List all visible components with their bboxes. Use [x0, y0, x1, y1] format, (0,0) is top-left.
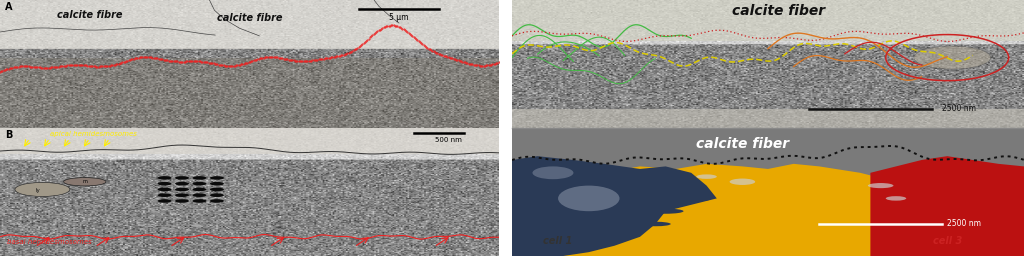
Circle shape — [158, 182, 172, 185]
Text: calcite fiber: calcite fiber — [696, 137, 788, 151]
Ellipse shape — [868, 183, 893, 188]
Circle shape — [158, 194, 172, 197]
Text: 2500 nm: 2500 nm — [947, 219, 981, 229]
Text: 500 nm: 500 nm — [435, 137, 462, 143]
Text: 5 μm: 5 μm — [389, 13, 409, 23]
Text: apical hemidesmosomes: apical hemidesmosomes — [50, 131, 137, 137]
Ellipse shape — [63, 178, 105, 186]
Circle shape — [175, 176, 189, 180]
Circle shape — [158, 199, 172, 203]
Ellipse shape — [696, 174, 717, 179]
Ellipse shape — [558, 186, 620, 211]
Ellipse shape — [913, 46, 990, 69]
Circle shape — [210, 188, 224, 191]
Text: 2500 nm: 2500 nm — [942, 104, 976, 113]
Ellipse shape — [886, 196, 906, 201]
Circle shape — [210, 176, 224, 180]
Circle shape — [175, 199, 189, 203]
Circle shape — [210, 182, 224, 185]
Text: basal hemidesmosomes: basal hemidesmosomes — [7, 239, 92, 245]
Ellipse shape — [729, 179, 755, 185]
Text: cell 1: cell 1 — [544, 236, 572, 246]
Circle shape — [175, 194, 189, 197]
Text: m: m — [82, 179, 87, 184]
Circle shape — [210, 194, 224, 197]
FancyBboxPatch shape — [0, 0, 499, 49]
Circle shape — [175, 182, 189, 185]
Text: calcite fibre: calcite fibre — [217, 13, 282, 23]
Text: B: B — [5, 130, 12, 140]
Circle shape — [175, 188, 189, 191]
FancyBboxPatch shape — [0, 58, 499, 128]
FancyBboxPatch shape — [512, 0, 1024, 41]
Polygon shape — [870, 156, 1024, 256]
Circle shape — [193, 182, 207, 185]
Text: calcite fiber: calcite fiber — [732, 4, 824, 18]
Text: ly: ly — [35, 188, 40, 193]
Text: A: A — [5, 2, 12, 12]
Ellipse shape — [532, 166, 573, 179]
Ellipse shape — [648, 209, 684, 214]
FancyBboxPatch shape — [512, 109, 1024, 128]
Circle shape — [193, 188, 207, 191]
FancyBboxPatch shape — [512, 128, 1024, 256]
FancyBboxPatch shape — [0, 128, 499, 154]
Ellipse shape — [650, 182, 701, 189]
Circle shape — [158, 188, 172, 191]
Circle shape — [210, 199, 224, 203]
Circle shape — [158, 176, 172, 180]
Ellipse shape — [640, 222, 671, 226]
Text: calcite fibre: calcite fibre — [57, 10, 123, 20]
Polygon shape — [512, 164, 1024, 256]
Polygon shape — [512, 156, 717, 256]
Ellipse shape — [671, 195, 712, 202]
Text: cell 2: cell 2 — [728, 236, 757, 246]
Circle shape — [193, 176, 207, 180]
Text: cell 3: cell 3 — [933, 236, 962, 246]
Circle shape — [193, 199, 207, 203]
Ellipse shape — [15, 182, 70, 197]
Circle shape — [193, 194, 207, 197]
